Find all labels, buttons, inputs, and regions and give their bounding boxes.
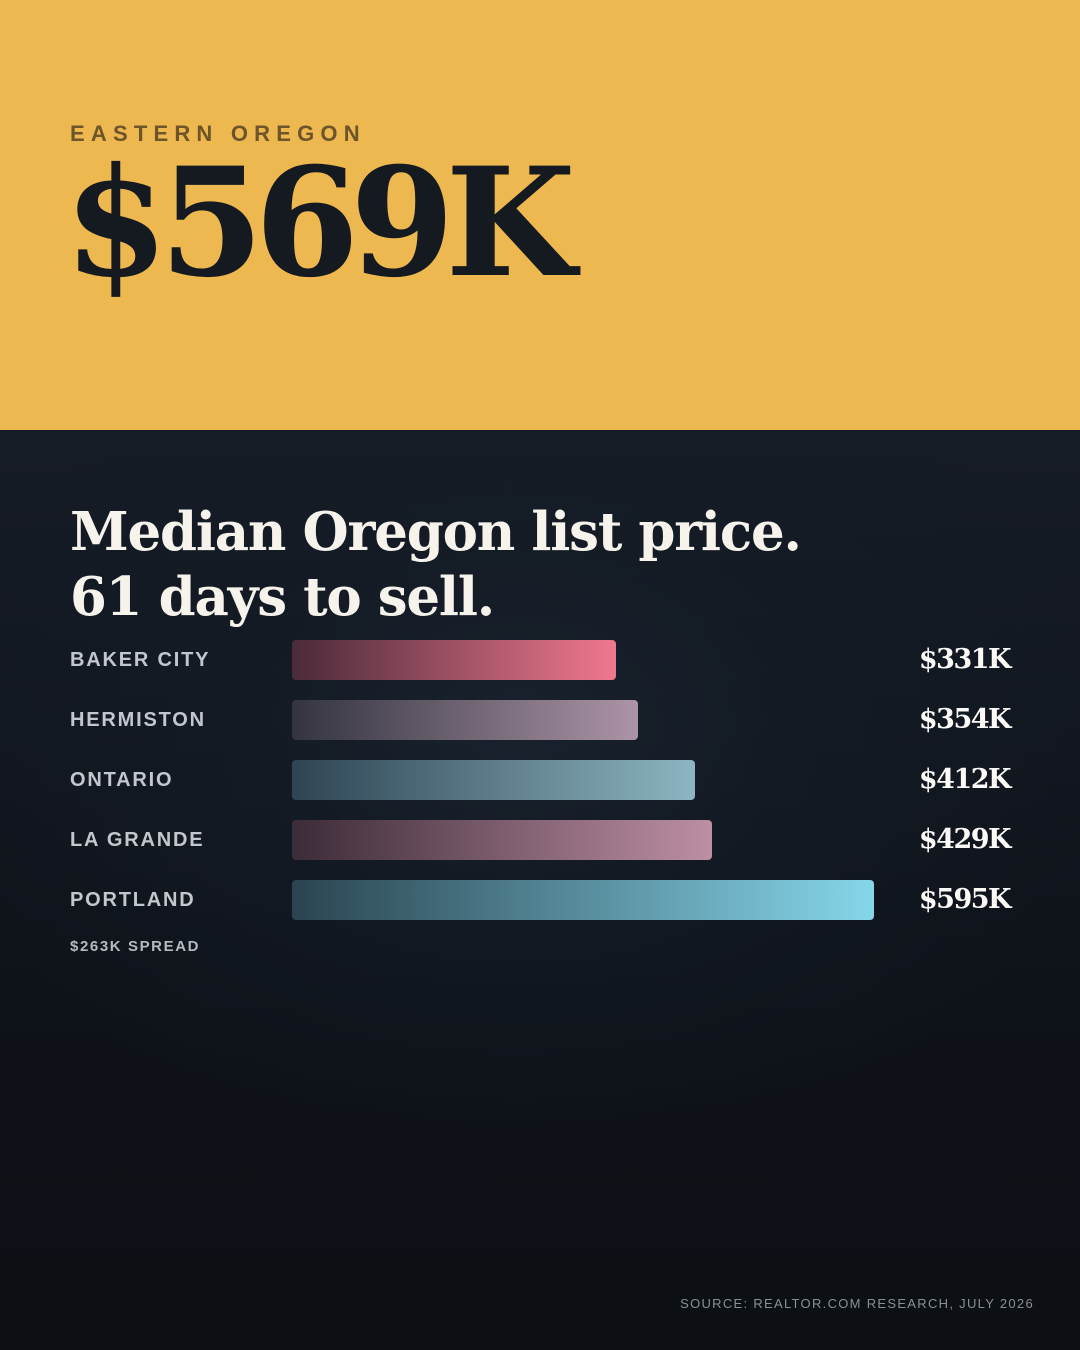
chart-headline: Median Oregon list price. 61 days to sel…	[70, 501, 802, 628]
value-label: $412K	[918, 764, 1012, 795]
value-label: $595K	[918, 884, 1012, 915]
value-label: $331K	[918, 644, 1012, 675]
bar-row: ONTARIO $412K	[0, 760, 1080, 800]
bar-row: PORTLAND $595K	[0, 880, 1080, 920]
bar	[292, 760, 695, 800]
hero-price: $569K	[64, 135, 576, 311]
category-label: LA GRANDE	[70, 829, 205, 851]
source-note: SOURCE: REALTOR.COM RESEARCH, JULY 2026	[680, 1296, 1034, 1311]
bar	[292, 820, 712, 860]
category-label: PORTLAND	[70, 889, 196, 911]
bar	[292, 700, 638, 740]
category-label: HERMISTON	[70, 709, 206, 731]
bar-row: LA GRANDE $429K	[0, 820, 1080, 860]
region-eyebrow: EASTERN OREGON	[70, 121, 366, 146]
spread-note: $263K SPREAD	[70, 938, 201, 955]
category-label: BAKER CITY	[70, 649, 211, 671]
bar-row: BAKER CITY $331K	[0, 640, 1080, 680]
bar	[292, 880, 874, 920]
category-label: ONTARIO	[70, 769, 174, 791]
bar-row: HERMISTON $354K	[0, 700, 1080, 740]
value-label: $354K	[918, 704, 1012, 735]
value-label: $429K	[918, 824, 1012, 855]
bar	[292, 640, 616, 680]
header-panel: EASTERN OREGON $569K	[0, 0, 1080, 430]
